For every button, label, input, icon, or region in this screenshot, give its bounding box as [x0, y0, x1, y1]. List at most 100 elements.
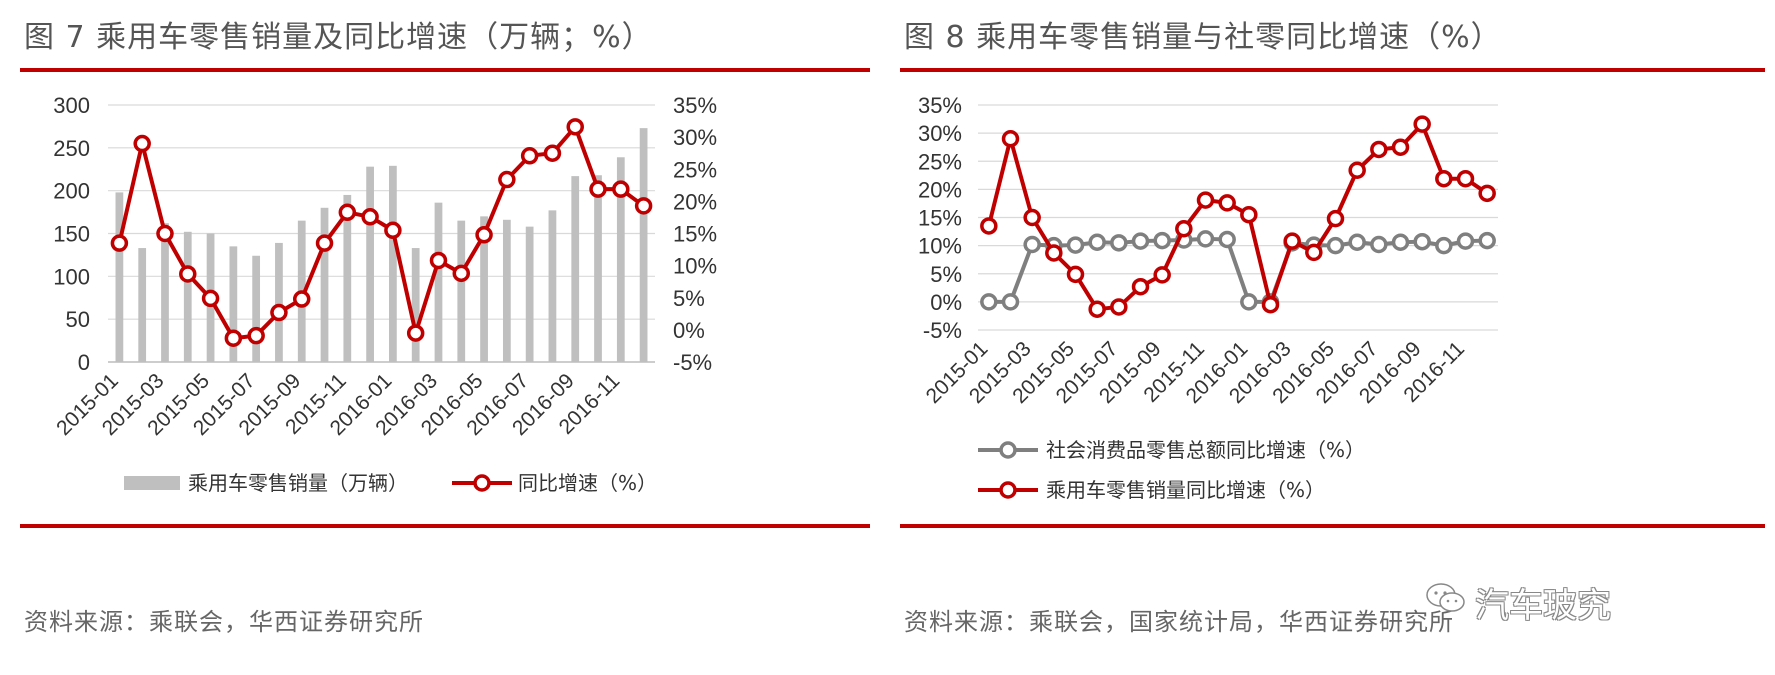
y-left-tick-label: 0 [78, 350, 90, 375]
sales-bar [161, 223, 169, 362]
car-sales-growth-line [986, 122, 1489, 312]
sales-bar [571, 176, 580, 362]
growth-point [110, 234, 129, 252]
retail-sales-growth-point [1153, 231, 1171, 250]
retail-sales-growth-point [1001, 293, 1020, 311]
car-sales-growth-point [1023, 208, 1041, 227]
growth-point [224, 329, 243, 347]
retail-sales-growth-point [1435, 236, 1453, 255]
figure-8-source: 资料来源：乘联会，国家统计局，华西证券研究所 [904, 608, 1454, 636]
car-sales-growth-point [1045, 244, 1063, 262]
legend-bar-swatch [124, 476, 180, 490]
retail-sales-growth-point [1326, 236, 1345, 255]
retail-sales-growth-point [1110, 234, 1128, 252]
figure-7-chart: 300 250 200 150 100 50 0 35% 30% 25% 20% 15% 10% 5% 0%… [52, 93, 717, 495]
y-tick-label: 0% [930, 290, 962, 315]
y-right-tick-label: 0% [673, 318, 705, 343]
y-right-tick-label: 25% [673, 157, 717, 182]
car-sales-growth-point [1153, 266, 1171, 284]
y-tick-label: 5% [930, 262, 962, 287]
car-sales-growth-point [1326, 209, 1345, 228]
legend-retail-sales-growth-marker [999, 441, 1017, 459]
growth-point [247, 326, 265, 345]
y-left-tick-label: 200 [53, 179, 90, 204]
sales-bar [366, 166, 374, 362]
sales-bar [616, 157, 625, 362]
figure-7-panel: 图 7 乘用车零售销量及同比增速（万辆；%） 300 250 200 150 100 50… [0, 0, 870, 675]
y-tick-label: 20% [918, 177, 962, 202]
retail-sales-growth-point [1348, 233, 1366, 251]
growth-point [589, 180, 607, 198]
growth-point [543, 144, 562, 162]
y-left-tick-label: 300 [53, 93, 90, 118]
car-sales-growth-point [1283, 232, 1301, 250]
y-left-tick-label: 50 [66, 307, 90, 332]
growth-point [520, 147, 539, 165]
car-sales-growth-point [1196, 191, 1215, 209]
car-sales-growth-point [1435, 169, 1453, 188]
retail-sales-growth-point [1370, 235, 1388, 254]
retail-sales-growth-point [1413, 232, 1431, 251]
sales-bar [252, 255, 261, 362]
retail-sales-growth-point [1456, 232, 1475, 250]
legend-car-sales-growth-label: 乘用车零售销量同比增速（%） [1046, 478, 1325, 502]
growth-point [338, 203, 357, 222]
retail-sales-growth-point [1023, 235, 1041, 254]
legend-car-sales-growth-marker [999, 481, 1017, 499]
sales-bar [229, 246, 238, 362]
retail-sales-growth-point [1196, 230, 1215, 248]
sales-bar [594, 175, 602, 362]
growth-point [429, 251, 448, 270]
growth-line [117, 124, 645, 341]
figure-8-bottom-rule [900, 524, 1765, 528]
sales-bar [320, 207, 329, 362]
growth-point [566, 118, 584, 136]
retail-sales-growth-point [980, 293, 998, 311]
growth-point [156, 224, 174, 243]
legend-line-label: 同比增速（%） [518, 471, 657, 495]
sales-bar [183, 231, 192, 362]
y-left-tick-label: 100 [53, 264, 90, 289]
retail-sales-growth-point [1218, 230, 1236, 249]
car-sales-growth-point [1088, 300, 1106, 318]
y-right-tick-label: 5% [673, 286, 705, 311]
car-sales-growth-point [1218, 194, 1236, 212]
car-sales-growth-point [1305, 243, 1323, 262]
growth-point [179, 265, 197, 283]
car-sales-growth-point [1240, 205, 1258, 224]
retail-sales-growth-line [988, 236, 1488, 304]
y-right-tick-label: -5% [673, 350, 712, 375]
car-sales-growth-point [1391, 138, 1410, 156]
figure-8-panel: 图 8 乘用车零售销量与社零同比增速（%） 35% 30% 25% 20% 15% 10%… [890, 0, 1775, 675]
growth-point [201, 289, 220, 308]
y-tick-label: 30% [918, 121, 962, 146]
growth-point [612, 180, 630, 198]
y-right-tick-label: 35% [673, 93, 717, 118]
retail-sales-growth-point [1391, 233, 1410, 251]
figure-7-source: 资料来源：乘联会，华西证券研究所 [24, 608, 424, 636]
sales-bar [548, 210, 557, 362]
y-right-tick-label: 10% [673, 254, 717, 279]
car-sales-growth-point [1413, 115, 1431, 133]
y-right-tick-label: 20% [673, 189, 717, 214]
growth-point [292, 290, 311, 308]
y-tick-label: 35% [918, 93, 962, 118]
retail-sales-growth-point [1478, 231, 1496, 250]
sales-bar [411, 248, 420, 362]
sales-bar [275, 242, 283, 362]
y-tick-label: -5% [923, 318, 962, 343]
sales-bar [389, 165, 397, 362]
car-sales-growth-point [1175, 220, 1193, 238]
y-tick-label: 25% [918, 149, 962, 174]
car-sales-growth-point [1131, 277, 1150, 296]
figure-7-bottom-rule [20, 524, 870, 528]
growth-point [133, 134, 151, 153]
car-sales-growth-point [1110, 298, 1128, 316]
figure-8-title: 图 8 乘用车零售销量与社零同比增速（%） [904, 20, 1502, 55]
growth-point [498, 170, 516, 189]
car-sales-growth-point [1261, 295, 1280, 314]
y-left-tick-label: 250 [53, 136, 90, 161]
car-sales-growth-point [980, 217, 998, 235]
figure-7-title: 图 7 乘用车零售销量及同比增速（万辆；%） [24, 20, 653, 55]
sales-bar [639, 128, 648, 362]
